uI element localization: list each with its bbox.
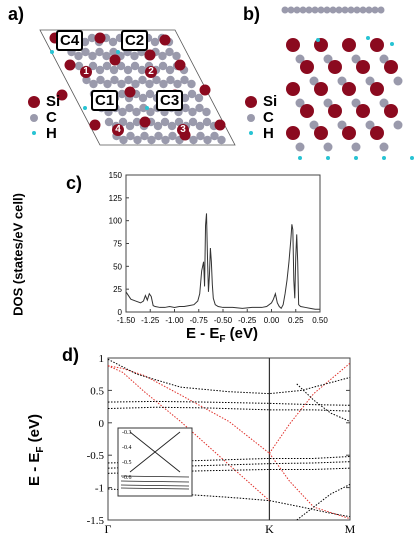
dos-x-tick-label: 0.50 [312, 316, 328, 325]
band-curve [107, 365, 270, 454]
band-curve [269, 362, 351, 454]
band-y-tick-label: -1.5 [87, 515, 105, 527]
dos-x-tick-label: -1.50 [117, 316, 136, 325]
dos-y-tick-label: 50 [113, 262, 122, 271]
band-curve [107, 406, 351, 412]
legend-b-c-marker [247, 114, 255, 122]
band-curve [107, 358, 351, 395]
inset-y-tick-label: -0.5 [122, 460, 132, 466]
inset-flat-band [120, 484, 190, 487]
site-label-c1: C1 [91, 90, 119, 111]
panel-d-letter: d) [62, 345, 79, 365]
legend-b-c-label: C [263, 109, 274, 126]
atom-number-2: 2 [145, 66, 157, 78]
band-plot-frame [107, 357, 351, 521]
dos-y-tick-label: 75 [113, 240, 122, 249]
legend-a-h-label: H [46, 125, 57, 142]
dos-y-tick-label: 25 [113, 285, 122, 294]
atom-number-3: 3 [177, 124, 189, 136]
legend-b-h-marker [249, 131, 253, 135]
band-curve [296, 383, 351, 422]
band-y-tick-label: 1 [99, 353, 105, 365]
dos-x-tick-label: -0.50 [214, 316, 233, 325]
atom-number-4: 4 [112, 124, 124, 136]
legend-a-c-label: C [46, 109, 57, 126]
band-x-tick-label: Γ [105, 522, 112, 536]
band-y-tick-label: 0 [99, 418, 105, 430]
legend-a-si-label: Si [46, 93, 61, 110]
legend-a-si-marker [28, 96, 40, 108]
band-curve [269, 452, 351, 520]
dos-y-tick-label: 100 [109, 217, 123, 226]
band-y-tick-label: -1 [95, 483, 104, 495]
atom-number-1: 1 [80, 66, 92, 78]
inset-flat-band [120, 480, 190, 483]
site-label-c3: C3 [156, 90, 184, 111]
panel-c-letter: c) [66, 173, 83, 193]
inset-y-tick-label: -0.3 [122, 430, 132, 436]
panel-a-letter: a) [8, 4, 25, 24]
band-y-tick-label: -0.5 [87, 450, 105, 462]
band-curve [107, 400, 351, 406]
band-x-tick-label: K [265, 522, 274, 536]
band-curve [107, 365, 270, 501]
legend-a-h-marker [32, 131, 36, 135]
inset-band-line [129, 431, 181, 473]
inset-y-tick-label: -0.4 [122, 445, 132, 451]
site-label-c4: C4 [56, 30, 84, 51]
dos-curve [125, 213, 320, 310]
dos-x-axis-label: E - EF (eV) [186, 325, 258, 345]
dos-y-tick-label: 150 [109, 171, 123, 180]
dos-y-tick-label: 125 [109, 194, 123, 203]
band-x-tick-label: M [345, 522, 356, 536]
dos-x-tick-label: -1.00 [165, 316, 184, 325]
inset-flat-band [120, 487, 190, 490]
band-y-axis-label: E - EF (eV) [26, 414, 46, 486]
legend-b-si-label: Si [263, 93, 278, 110]
inset-y-tick-label: -0.6 [122, 475, 132, 481]
panel-b-letter: b) [243, 4, 260, 24]
inset-frame [117, 427, 193, 497]
legend-a-c-marker [30, 114, 38, 122]
dos-x-tick-label: 0.00 [264, 316, 280, 325]
legend-b-si-marker [245, 96, 257, 108]
inset-flat-band [120, 475, 190, 478]
dos-x-tick-label: -0.75 [190, 316, 209, 325]
dos-x-tick-label: -0.25 [238, 316, 257, 325]
dos-x-tick-label: 0.25 [288, 316, 304, 325]
band-curve [296, 483, 351, 521]
dos-x-tick-label: -1.25 [141, 316, 160, 325]
dos-y-tick-label: 0 [118, 308, 123, 317]
site-label-c2: C2 [121, 30, 149, 51]
band-y-tick-label: 0.5 [90, 385, 104, 397]
legend-b-h-label: H [263, 125, 274, 142]
